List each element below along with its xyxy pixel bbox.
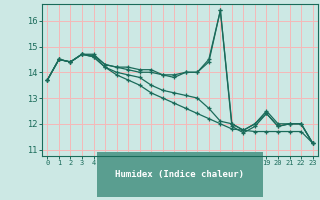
X-axis label: Humidex (Indice chaleur): Humidex (Indice chaleur) [116,170,244,179]
